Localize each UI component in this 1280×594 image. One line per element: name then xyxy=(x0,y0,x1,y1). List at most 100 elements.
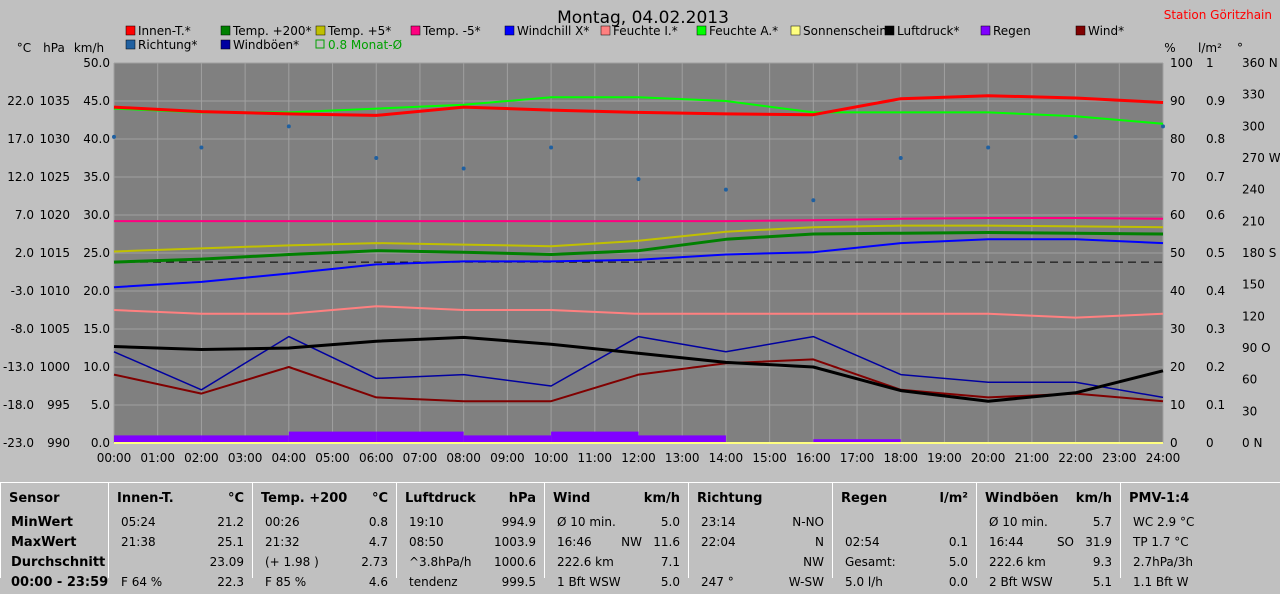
legend-item: Sonnenschein xyxy=(790,24,887,38)
time-tick-label: 08:00 xyxy=(446,451,481,465)
legend-item: Windböen* xyxy=(220,38,299,52)
chart-title: Montag, 04.02.2013 xyxy=(557,8,729,28)
hpa-tick-label: 1020 xyxy=(39,208,70,222)
direction-point xyxy=(286,124,291,129)
rain-bar xyxy=(813,439,901,443)
stats-row: 21:32 4.7 xyxy=(253,535,396,554)
right-axis-unit: l/m² xyxy=(1198,41,1222,55)
stats-panel-unit: l/m² xyxy=(939,491,968,506)
direction-point xyxy=(723,187,728,192)
stats-panel-title-text: Windböen xyxy=(985,491,1059,506)
hpa-tick-label: 1035 xyxy=(39,94,70,108)
kmh-tick-label: 30.0 xyxy=(83,208,110,222)
stats-row: 222.6 km 7.1 xyxy=(545,555,688,574)
legend-label: Windböen* xyxy=(233,38,299,52)
stats-cell: 22.3 xyxy=(217,575,244,589)
direction-point xyxy=(549,145,554,150)
legend-label: Wind* xyxy=(1088,24,1124,38)
direction-point xyxy=(1161,124,1165,129)
stats-row: 2 Bft WSW 5.1 xyxy=(977,575,1120,594)
temp-tick-label: 17.0 xyxy=(7,132,34,146)
stats-cell: 00:26 xyxy=(265,515,300,529)
stats-row: 222.6 km 9.3 xyxy=(977,555,1120,574)
legend-label: Temp. +5* xyxy=(327,24,391,38)
direction-point xyxy=(1073,134,1078,139)
stats-cell: 5.0 xyxy=(660,575,680,589)
stats-cell: 1 Bft WSW xyxy=(557,575,621,589)
stats-panel-title-text: PMV-1:4 xyxy=(1129,491,1190,506)
stats-cell: 05:24 xyxy=(121,515,156,529)
rain-bar xyxy=(551,431,639,443)
stats-cell: 16:46 xyxy=(557,535,592,549)
series-line-feuchte-i xyxy=(113,305,1164,319)
stats-row: TP 1.7 °C xyxy=(1121,535,1280,554)
rain-bar xyxy=(201,435,289,443)
temp-tick-label: 7.0 xyxy=(15,208,34,222)
stats-row: F 85 % 4.6 xyxy=(253,575,396,594)
rain-tick-label: 0.2 xyxy=(1206,360,1225,374)
legend-label: 0.8 Monat-Ø xyxy=(328,38,402,52)
stats-row-label: Durchschnitt xyxy=(1,555,108,574)
stats-row: 19:10 994.9 xyxy=(397,515,544,534)
stats-cell: F 85 % xyxy=(265,575,307,589)
legend-label: Regen xyxy=(993,24,1031,38)
stats-cell: 16:44 xyxy=(989,535,1024,549)
stats-cell: tendenz xyxy=(409,575,458,589)
stats-cell: 5.0 xyxy=(948,555,968,569)
stats-row: 1 Bft WSW 5.0 xyxy=(545,575,688,594)
stats-row: Gesamt: 5.0 xyxy=(833,555,976,574)
legend-label: Richtung* xyxy=(138,38,197,52)
pct-tick-label: 70 xyxy=(1170,170,1185,184)
stats-panel: Innen-T. °C 05:24 21.2 21:38 25.1 23.09 F 64 % 2… xyxy=(108,482,252,589)
pct-tick-label: 80 xyxy=(1170,132,1185,146)
legend-swatch xyxy=(696,25,707,36)
stats-panel-title: Wind km/h xyxy=(553,491,680,506)
stats-panel: Temp. +200 °C 00:26 0.8 21:32 4.7 (+ 1.98 ) 2.7… xyxy=(252,482,396,589)
kmh-tick-label: 10.0 xyxy=(83,360,110,374)
temp-tick-label: 2.0 xyxy=(15,246,34,260)
stats-row-label-text: MaxWert xyxy=(11,535,77,550)
stats-cell: NW xyxy=(621,535,642,549)
time-tick-label: 01:00 xyxy=(140,451,175,465)
rain-tick-label: 0.6 xyxy=(1206,208,1225,222)
series-line-wind xyxy=(113,358,1164,403)
series-line-temp-200 xyxy=(113,231,1164,264)
stats-row: 08:50 1003.9 xyxy=(397,535,544,554)
rain-tick-label: 0.5 xyxy=(1206,246,1225,260)
legend-item: Wind* xyxy=(1075,24,1124,38)
rain-bar xyxy=(376,431,464,443)
rain-bar xyxy=(288,431,377,443)
stats-cell: 21.2 xyxy=(217,515,244,529)
temp-tick-label: 12.0 xyxy=(7,170,34,184)
legend-swatch xyxy=(884,25,895,36)
kmh-tick-label: 50.0 xyxy=(83,56,110,70)
weather-chart: Montag, 04.02.2013 Station Göritzhain In… xyxy=(2,8,1280,465)
legend-swatch xyxy=(980,25,991,36)
rain-tick-label: 0.7 xyxy=(1206,170,1225,184)
legend-label: Feuchte I.* xyxy=(613,24,678,38)
legend-label: Sonnenschein xyxy=(803,24,887,38)
stats-panel-title: Sensor xyxy=(9,491,60,506)
legend-swatch xyxy=(504,25,515,36)
hpa-tick-label: 990 xyxy=(47,436,70,450)
rain-tick-label: 0.3 xyxy=(1206,322,1225,336)
pct-tick-label: 90 xyxy=(1170,94,1185,108)
dir-tick-label: 150 xyxy=(1242,278,1265,292)
time-tick-label: 18:00 xyxy=(883,451,918,465)
stats-row-label: MinWert xyxy=(1,515,108,534)
stats-panel-title-text: Richtung xyxy=(697,491,763,506)
stats-row: ^3.8hPa/h 1000.6 xyxy=(397,555,544,574)
kmh-tick-label: 25.0 xyxy=(83,246,110,260)
stats-row: 21:38 25.1 xyxy=(109,535,252,554)
stats-row: tendenz 999.5 xyxy=(397,575,544,594)
legend-label: Innen-T.* xyxy=(138,24,191,38)
stats-row: 16:44 SO 31.9 xyxy=(977,535,1120,554)
hpa-tick-label: 1005 xyxy=(39,322,70,336)
stats-cell: 222.6 km xyxy=(989,555,1046,569)
dir-tick-label: 90 O xyxy=(1242,341,1271,355)
stats-panel-title: Regen l/m² xyxy=(841,491,968,506)
stats-row: 247 ° W-SW xyxy=(689,575,832,594)
stats-row-label-text: Durchschnitt xyxy=(11,555,106,570)
stats-row: F 64 % 22.3 xyxy=(109,575,252,594)
legend-swatch xyxy=(315,39,325,49)
